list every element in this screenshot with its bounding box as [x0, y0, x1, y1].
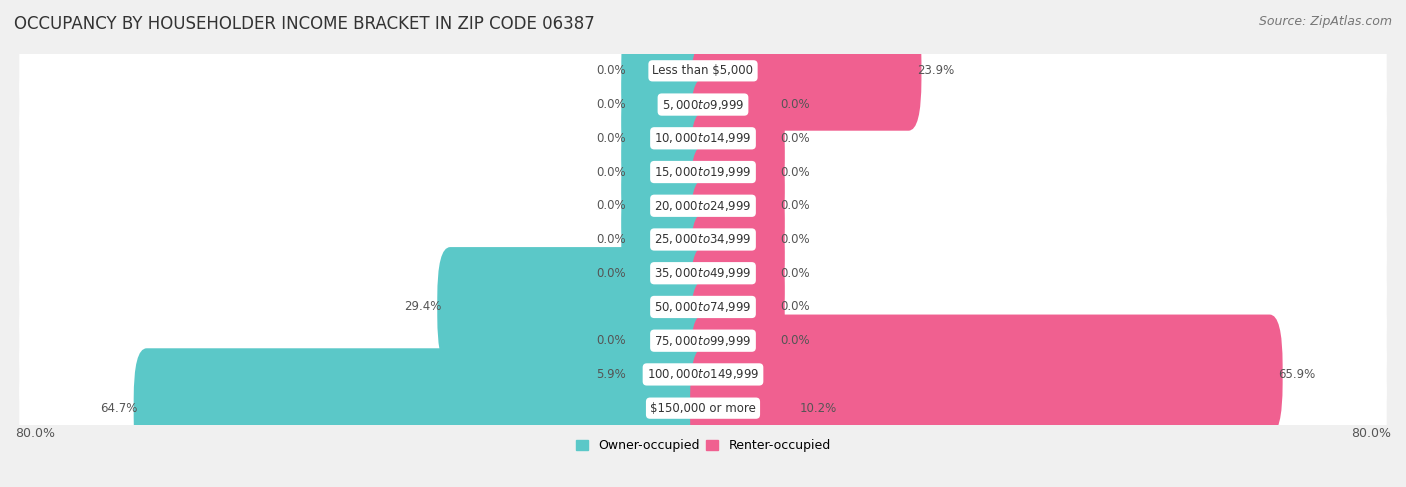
Text: 23.9%: 23.9%	[917, 64, 955, 77]
FancyBboxPatch shape	[621, 11, 716, 131]
Text: Source: ZipAtlas.com: Source: ZipAtlas.com	[1258, 15, 1392, 28]
Text: 80.0%: 80.0%	[1351, 427, 1391, 440]
FancyBboxPatch shape	[621, 180, 716, 300]
Text: $100,000 to $149,999: $100,000 to $149,999	[647, 367, 759, 381]
Text: 0.0%: 0.0%	[596, 334, 626, 347]
Text: $35,000 to $49,999: $35,000 to $49,999	[654, 266, 752, 280]
FancyBboxPatch shape	[690, 213, 785, 333]
Text: 0.0%: 0.0%	[596, 166, 626, 179]
FancyBboxPatch shape	[690, 348, 804, 468]
Text: 65.9%: 65.9%	[1278, 368, 1316, 381]
FancyBboxPatch shape	[690, 247, 785, 367]
Text: $25,000 to $34,999: $25,000 to $34,999	[654, 232, 752, 246]
FancyBboxPatch shape	[20, 71, 1386, 138]
FancyBboxPatch shape	[621, 315, 716, 434]
FancyBboxPatch shape	[690, 146, 785, 265]
Text: $150,000 or more: $150,000 or more	[650, 402, 756, 414]
Text: 64.7%: 64.7%	[101, 402, 138, 414]
FancyBboxPatch shape	[690, 11, 921, 131]
FancyBboxPatch shape	[690, 180, 785, 300]
FancyBboxPatch shape	[437, 247, 716, 367]
FancyBboxPatch shape	[690, 112, 785, 232]
Text: $5,000 to $9,999: $5,000 to $9,999	[662, 97, 744, 112]
FancyBboxPatch shape	[621, 78, 716, 198]
FancyBboxPatch shape	[690, 78, 785, 198]
Text: $15,000 to $19,999: $15,000 to $19,999	[654, 165, 752, 179]
FancyBboxPatch shape	[20, 206, 1386, 273]
Text: 0.0%: 0.0%	[596, 98, 626, 111]
Text: $75,000 to $99,999: $75,000 to $99,999	[654, 334, 752, 348]
FancyBboxPatch shape	[20, 172, 1386, 240]
Text: 10.2%: 10.2%	[800, 402, 837, 414]
FancyBboxPatch shape	[20, 104, 1386, 172]
FancyBboxPatch shape	[690, 315, 1282, 434]
Text: Less than $5,000: Less than $5,000	[652, 64, 754, 77]
Text: 0.0%: 0.0%	[780, 98, 810, 111]
Text: 0.0%: 0.0%	[596, 233, 626, 246]
FancyBboxPatch shape	[20, 273, 1386, 341]
FancyBboxPatch shape	[621, 213, 716, 333]
Text: 80.0%: 80.0%	[15, 427, 55, 440]
Text: 0.0%: 0.0%	[596, 64, 626, 77]
FancyBboxPatch shape	[621, 45, 716, 165]
Text: 0.0%: 0.0%	[780, 233, 810, 246]
Text: 0.0%: 0.0%	[780, 334, 810, 347]
Text: 0.0%: 0.0%	[780, 267, 810, 280]
FancyBboxPatch shape	[20, 374, 1386, 442]
FancyBboxPatch shape	[621, 281, 716, 401]
Text: $50,000 to $74,999: $50,000 to $74,999	[654, 300, 752, 314]
FancyBboxPatch shape	[20, 307, 1386, 375]
Text: 29.4%: 29.4%	[404, 300, 441, 314]
FancyBboxPatch shape	[20, 239, 1386, 307]
Text: 0.0%: 0.0%	[596, 132, 626, 145]
Text: OCCUPANCY BY HOUSEHOLDER INCOME BRACKET IN ZIP CODE 06387: OCCUPANCY BY HOUSEHOLDER INCOME BRACKET …	[14, 15, 595, 33]
FancyBboxPatch shape	[690, 281, 785, 401]
Legend: Owner-occupied, Renter-occupied: Owner-occupied, Renter-occupied	[575, 439, 831, 452]
FancyBboxPatch shape	[20, 340, 1386, 409]
FancyBboxPatch shape	[621, 112, 716, 232]
FancyBboxPatch shape	[134, 348, 716, 468]
Text: 0.0%: 0.0%	[780, 132, 810, 145]
Text: 0.0%: 0.0%	[596, 267, 626, 280]
FancyBboxPatch shape	[20, 138, 1386, 206]
Text: $20,000 to $24,999: $20,000 to $24,999	[654, 199, 752, 213]
Text: 5.9%: 5.9%	[596, 368, 626, 381]
FancyBboxPatch shape	[621, 146, 716, 265]
Text: 0.0%: 0.0%	[780, 199, 810, 212]
Text: 0.0%: 0.0%	[596, 199, 626, 212]
Text: 0.0%: 0.0%	[780, 166, 810, 179]
Text: $10,000 to $14,999: $10,000 to $14,999	[654, 131, 752, 145]
Text: 0.0%: 0.0%	[780, 300, 810, 314]
FancyBboxPatch shape	[690, 45, 785, 165]
FancyBboxPatch shape	[20, 37, 1386, 105]
